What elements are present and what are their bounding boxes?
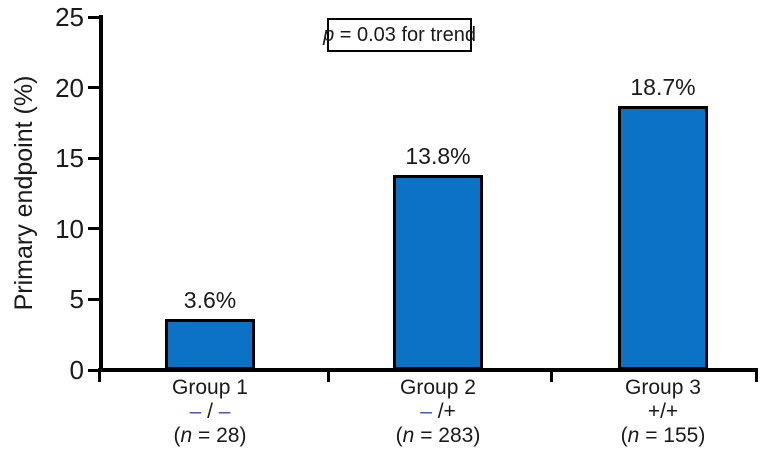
p-symbol: p	[323, 23, 335, 46]
genotype-dash: –	[218, 400, 231, 423]
sample-size-text: = 28)	[192, 424, 247, 447]
x-axis-line	[99, 368, 758, 372]
sample-size-text: = 155)	[639, 424, 706, 447]
y-tick-label: 10	[55, 213, 84, 244]
sample-size-text: = 283)	[414, 424, 481, 447]
category-genotype: – / –	[120, 400, 300, 424]
category-name: Group 2	[400, 376, 476, 399]
bar-value-label: 3.6%	[183, 287, 237, 314]
p-value-annotation: p = 0.03 for trend	[323, 18, 476, 52]
y-tick-mark	[88, 15, 101, 19]
genotype-dash: –	[420, 400, 438, 423]
bar-3	[618, 105, 708, 370]
bar-value-label: 18.7%	[630, 73, 696, 100]
y-tick-mark	[88, 227, 101, 231]
sample-size-text: (	[173, 424, 181, 447]
category-genotype: +/+	[573, 400, 753, 424]
sample-size-text: (	[395, 424, 403, 447]
category-name: Group 1	[172, 376, 248, 399]
genotype-dash: –	[189, 400, 208, 423]
bar-2	[393, 175, 483, 370]
category-sample-size: (n = 155)	[573, 424, 753, 448]
x-tick-mark	[97, 368, 101, 382]
genotype-symbol: /+	[437, 400, 456, 423]
sample-size-text: n	[627, 424, 640, 447]
category-genotype: – /+	[348, 400, 528, 424]
y-tick-label: 20	[55, 72, 84, 103]
y-tick-mark	[88, 368, 101, 372]
x-tick-mark	[326, 368, 330, 382]
y-axis-line	[99, 15, 103, 372]
bar-1	[165, 319, 255, 370]
category-name: Group 3	[625, 376, 701, 399]
y-tick-mark	[88, 297, 101, 301]
y-tick-label: 0	[69, 355, 84, 385]
category-sample-size: (n = 28)	[120, 424, 300, 448]
y-tick-mark	[88, 86, 101, 90]
sample-size-text: n	[180, 424, 193, 447]
y-tick-label: 15	[55, 143, 84, 174]
bar-value-label: 13.8%	[405, 143, 471, 170]
p-value-text: = 0.03 for trend	[334, 23, 476, 46]
x-tick-mark	[754, 368, 758, 382]
genotype-symbol: +/+	[647, 400, 679, 423]
y-tick-label: 5	[69, 284, 84, 315]
category-sample-size: (n = 283)	[348, 424, 528, 448]
y-tick-label: 25	[55, 2, 84, 32]
x-tick-mark	[549, 368, 553, 382]
sample-size-text: n	[402, 424, 415, 447]
y-tick-mark	[88, 156, 101, 160]
genotype-symbol: /	[207, 400, 219, 423]
sample-size-text: (	[620, 424, 628, 447]
